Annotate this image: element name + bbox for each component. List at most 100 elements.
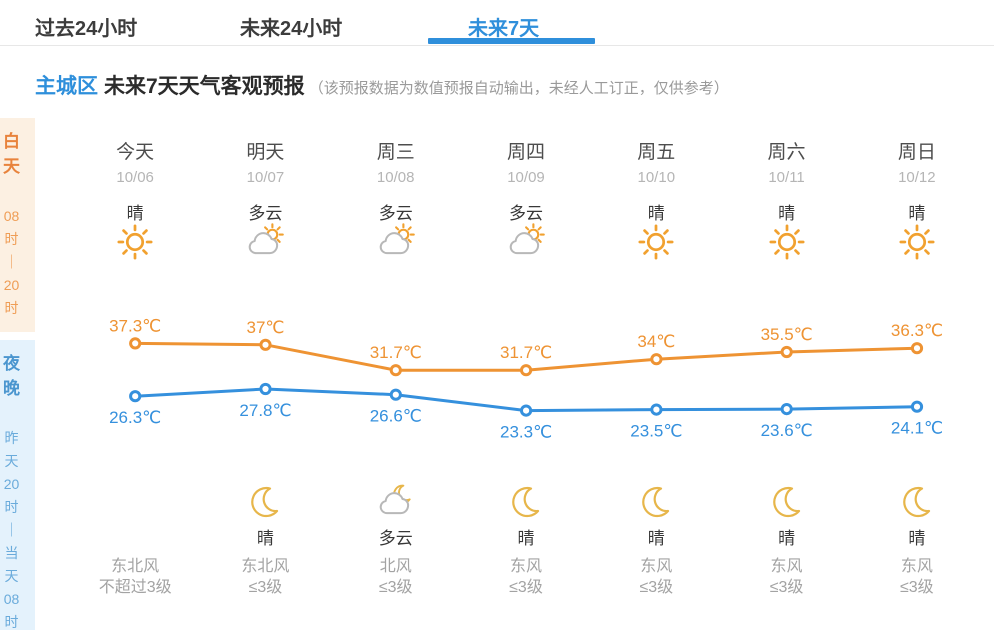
low-temp-label: 26.6℃ (370, 407, 422, 426)
day-condition: 晴 (778, 204, 796, 223)
sun-cloud-icon (200, 222, 330, 262)
moon-icon (591, 482, 721, 522)
day-condition: 多云 (508, 204, 543, 223)
sun-icon (70, 222, 200, 262)
tab-next-7-days[interactable]: 未来7天 (468, 18, 540, 40)
moon-icon (852, 482, 982, 522)
night-condition (70, 524, 200, 549)
region-label: 主城区 (35, 75, 98, 98)
day-name: 周日 (897, 142, 936, 163)
day-date: 10/06 (116, 169, 154, 186)
high-temp-point[interactable] (910, 342, 924, 355)
moon-icon (721, 482, 851, 522)
low-temp-point[interactable] (650, 403, 663, 416)
sun-icon (721, 222, 851, 262)
high-temp-label: 31.7℃ (370, 343, 422, 362)
day-condition-row: 晴 多云 多云 多云 晴 晴 晴 (70, 199, 982, 224)
moon-cloud-icon (331, 482, 461, 522)
night-condition: 晴 (647, 529, 665, 548)
day-condition: 多云 (248, 204, 283, 223)
sidebar-daytime-block: 白 天 08 时｜ 20 时 (0, 118, 35, 332)
daytime-label: 白 天 (3, 132, 20, 176)
low-temp-point[interactable] (780, 403, 793, 416)
sun-cloud-icon (331, 222, 461, 262)
tab-bar-divider (0, 45, 994, 46)
wind-direction: 东风 (509, 558, 542, 575)
wind-level: ≤3级 (248, 579, 283, 596)
night-condition: 晴 (256, 529, 274, 548)
day-date: 10/08 (376, 169, 415, 186)
day-name: 明天 (246, 142, 285, 163)
low-temp-point[interactable] (910, 400, 924, 413)
low-temp-label: 23.6℃ (761, 421, 813, 440)
temperature-trend-chart: 37.3℃ 37℃ 31.7℃ 31.7℃ 34℃ 35.5℃ 36.3℃ 26.3℃ 27.8… (109, 316, 943, 442)
moon-icon (200, 482, 330, 522)
high-temp-point[interactable] (650, 353, 663, 366)
wind-direction: 东北风 (241, 558, 290, 575)
night-condition: 晴 (517, 529, 535, 548)
wind-level: ≤3级 (769, 579, 804, 596)
daytime-period: 08 时｜ 20 时 (3, 208, 20, 316)
night-label: 夜 晚 (3, 354, 20, 398)
high-temp-point[interactable] (129, 337, 142, 350)
wind-level: ≤3级 (378, 579, 413, 596)
day-name: 今天 (116, 142, 155, 163)
high-temp-label: 34℃ (637, 332, 675, 351)
high-temp-point[interactable] (259, 338, 272, 351)
night-condition: 晴 (908, 529, 926, 548)
high-temp-label: 31.7℃ (500, 343, 552, 362)
wind-direction: 北风 (379, 558, 412, 575)
wind-level: ≤3级 (509, 579, 543, 596)
night-condition: 多云 (378, 529, 413, 548)
high-temp-label: 35.5℃ (761, 325, 813, 344)
low-temp-label: 27.8℃ (239, 401, 291, 420)
day-date: 10/10 (637, 169, 676, 186)
day-name-row: 今天 明天 周三 周四 周五 周六 周日 (70, 137, 982, 164)
sun-icon (852, 222, 982, 262)
high-temp-label: 37℃ (246, 318, 284, 337)
day-name: 周六 (767, 142, 806, 163)
low-temp-label: 26.3℃ (109, 408, 161, 427)
active-tab-underline (428, 38, 595, 44)
forecast-title: 未来7天天气客观预报 (104, 75, 305, 98)
low-temp-label: 24.1℃ (891, 419, 943, 438)
day-name: 周五 (637, 142, 676, 163)
day-name: 周三 (376, 142, 415, 163)
high-temp-point[interactable] (389, 364, 402, 377)
day-date: 10/12 (898, 169, 936, 186)
day-date-row: 10/06 10/07 10/08 10/09 10/10 10/11 10/12 (70, 169, 982, 186)
high-temp-point[interactable] (520, 364, 533, 377)
day-date: 10/11 (768, 169, 805, 186)
night-period: 昨天 20 时｜当天 08 时 (3, 430, 20, 630)
forecast-disclaimer: （该预报数据为数值预报自动输出，未经人工订正，仅供参考） (308, 80, 729, 97)
low-temp-point[interactable] (129, 390, 142, 403)
empty-icon-slot (70, 482, 200, 522)
day-condition: 晴 (126, 204, 144, 223)
low-temp-point[interactable] (389, 388, 402, 401)
day-name: 周四 (506, 142, 545, 163)
wind-direction-row: 东北风 东北风 北风 东风 东风 东风 东风 (70, 557, 982, 577)
wind-level: ≤3级 (900, 579, 934, 596)
high-temp-point[interactable] (780, 345, 793, 359)
low-temp-point[interactable] (520, 404, 533, 417)
high-temp-label: 37.3℃ (109, 316, 161, 335)
sun-cloud-icon (461, 222, 591, 262)
low-temp-label: 23.3℃ (500, 423, 552, 442)
tab-past-24h[interactable]: 过去24小时 (35, 18, 138, 40)
day-date: 10/09 (507, 169, 545, 186)
low-temp-point[interactable] (259, 382, 272, 396)
tab-next-24h[interactable]: 未来24小时 (240, 18, 343, 40)
day-condition: 多云 (378, 204, 413, 223)
low-temp-label: 23.5℃ (630, 422, 682, 441)
sidebar-night-block: 夜 晚 昨天 20 时｜当天 08 时 (0, 340, 35, 630)
night-condition-row: 晴 多云 晴 晴 晴 晴 (70, 524, 982, 549)
day-date: 10/07 (246, 169, 285, 186)
high-temp-label: 36.3℃ (891, 321, 943, 340)
wind-level: ≤3级 (639, 579, 674, 596)
wind-direction: 东风 (770, 558, 803, 575)
moon-icon (461, 482, 591, 522)
wind-direction: 东北风 (111, 558, 160, 575)
wind-direction: 东风 (640, 558, 673, 575)
day-icon-row (70, 222, 982, 262)
